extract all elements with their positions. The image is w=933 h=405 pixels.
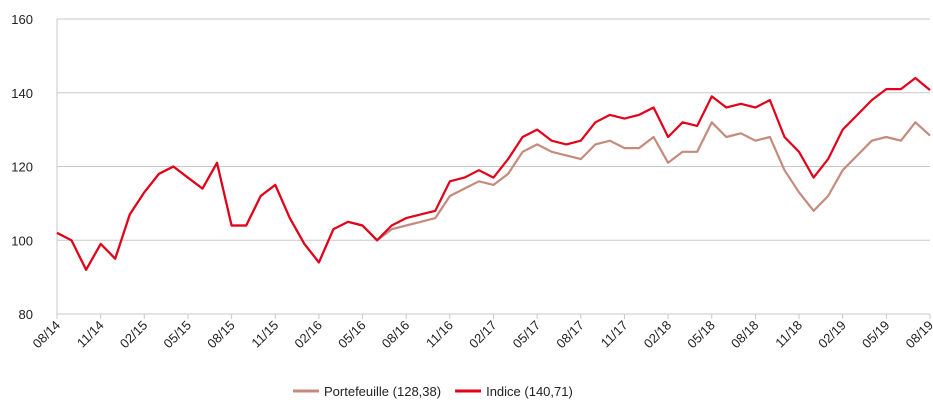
x-tick-label: 05/19	[859, 318, 893, 352]
x-tick-label: 08/15	[204, 318, 238, 352]
x-tick-label: 11/14	[74, 318, 107, 351]
x-tick-label: 02/15	[117, 318, 151, 352]
x-tick-label: 02/18	[641, 318, 675, 352]
x-tick-label: 02/19	[815, 318, 849, 352]
x-tick-label: 08/18	[728, 318, 762, 352]
x-tick-label: 02/17	[466, 318, 500, 352]
series-line	[56, 76, 931, 271]
legend-label: Indice (140,71)	[486, 384, 573, 399]
y-tick-label: 140	[11, 86, 33, 101]
series-line	[56, 121, 931, 271]
x-tick-label: 02/16	[291, 318, 325, 352]
x-tick-label: 11/16	[423, 318, 456, 351]
x-tick-label: 11/15	[248, 318, 281, 351]
x-tick-label: 08/17	[553, 318, 587, 352]
y-tick-label: 80	[19, 307, 33, 322]
x-tick-label: 05/16	[335, 318, 369, 352]
legend-label: Portefeuille (128,38)	[324, 384, 441, 399]
x-tick-label: 05/15	[160, 318, 194, 352]
x-tick-label: 05/18	[684, 318, 718, 352]
y-tick-label: 100	[11, 233, 33, 248]
x-tick-label: 08/14	[30, 318, 64, 352]
x-tick-label: 11/17	[598, 318, 631, 351]
x-tick-label: 08/16	[379, 318, 413, 352]
x-tick-label: 11/18	[772, 318, 805, 351]
x-tick-label: 05/17	[510, 318, 544, 352]
x-tick-label: 08/19	[903, 318, 933, 352]
y-tick-label: 120	[11, 160, 33, 175]
y-tick-label: 160	[11, 12, 33, 27]
